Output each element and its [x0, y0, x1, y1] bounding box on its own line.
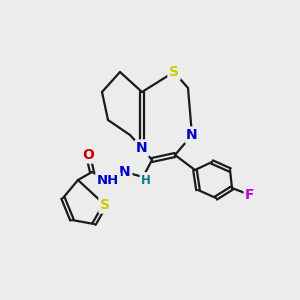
- Text: N: N: [186, 128, 198, 142]
- Text: S: S: [169, 65, 179, 79]
- Text: O: O: [82, 148, 94, 162]
- Text: N: N: [119, 165, 131, 179]
- Text: NH: NH: [97, 173, 119, 187]
- Text: F: F: [245, 188, 255, 202]
- Text: S: S: [100, 198, 110, 212]
- Text: N: N: [136, 141, 148, 155]
- Text: H: H: [141, 173, 151, 187]
